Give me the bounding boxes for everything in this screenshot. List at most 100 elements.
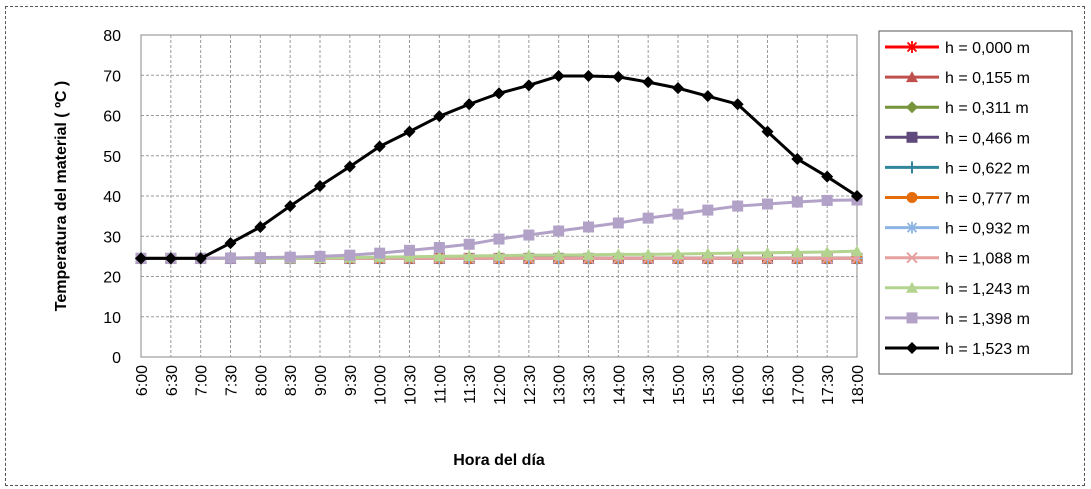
data-point [582,248,595,260]
x-tick-label: 16:00 [731,365,748,405]
series-group [135,70,863,265]
x-tick-label: 15:30 [701,365,718,405]
data-point [522,249,535,261]
legend-label: h = 1,398 m [945,311,1030,328]
data-point [612,70,625,83]
x-tick-label: 12:00 [492,365,509,405]
data-point [791,152,804,165]
legend-label: h = 0,932 m [945,221,1030,238]
data-point [642,248,655,260]
data-point [762,198,773,210]
legend-label: h = 1,243 m [945,281,1030,298]
legend-item: h = 1,088 m [885,251,1030,268]
legend-swatch-marker [906,221,918,234]
data-point [463,98,476,111]
data-point [582,70,595,83]
x-tick-label: 12:30 [522,365,539,405]
legend-item: h = 0,155 m [885,70,1030,87]
legend-swatch-marker [906,131,918,143]
y-tick-label: 60 [103,109,121,126]
x-axis-ticks: 6:00 6:30 7:00 7:30 8:00 8:30 9:00 9:30 10:00 10:… [134,365,867,405]
y-tick-label: 70 [103,68,121,85]
x-tick-label: 11:00 [432,365,449,404]
y-tick-label: 0 [112,350,121,367]
data-point [254,252,266,264]
data-point [374,247,386,259]
data-point [493,249,505,261]
x-tick-label: 8:00 [253,365,270,396]
data-point [373,140,386,153]
legend-swatch-marker [906,192,918,203]
x-tick-label: 14:30 [641,365,658,405]
data-point [343,160,356,173]
x-tick-label: 10:00 [373,365,390,405]
data-point [731,247,744,259]
data-point [463,238,475,250]
data-point [851,245,863,257]
data-point [284,251,296,263]
data-point [225,252,236,264]
data-point [314,179,326,192]
data-point [552,70,565,83]
data-point [493,233,505,245]
x-tick-label: 17:30 [820,365,837,405]
y-tick-label: 80 [103,28,121,45]
y-axis-ticks: 0 10 20 30 40 50 60 70 80 [103,28,121,367]
legend-swatch-marker [906,71,918,83]
legend-label: h = 0,466 m [945,130,1030,147]
data-point [254,220,267,233]
x-tick-label: 11:30 [462,365,479,404]
data-point [672,247,684,259]
grid [140,34,858,358]
data-point [701,90,714,103]
data-point [612,248,625,260]
data-point [672,82,684,95]
legend-label: h = 1,088 m [945,251,1030,268]
legend-item: h = 0,000 m [885,40,1030,57]
legend-swatch-marker [906,251,918,264]
data-point [403,250,416,262]
legend-item: h = 0,311 m [885,100,1029,117]
legend-item: h = 1,398 m [885,311,1030,328]
data-point [731,98,744,111]
legend-swatch-marker [906,312,918,324]
x-tick-label: 9:30 [343,365,360,396]
legend-label: h = 0,155 m [945,70,1030,87]
data-point [642,212,654,224]
data-point [821,194,833,206]
data-point [761,246,774,258]
data-point [612,217,624,229]
data-point [791,196,803,208]
data-point [553,225,565,237]
x-tick-label: 16:30 [761,365,778,405]
x-axis-title: Hora del día [453,452,545,469]
legend-swatch-marker [906,41,918,53]
data-point [433,110,446,123]
data-point [522,79,535,92]
data-point [732,200,744,212]
legend-label: h = 0,311 m [945,100,1029,117]
legend-item: h = 1,243 m [885,281,1030,298]
x-tick-label: 6:30 [164,365,181,396]
x-tick-label: 13:00 [552,365,569,405]
x-tick-label: 6:00 [134,365,151,396]
legend-item: h = 0,932 m [885,221,1030,238]
series-11 [135,70,863,265]
data-point [701,247,714,259]
legend-item: h = 0,622 m [885,160,1030,177]
data-point [583,221,594,233]
x-tick-label: 17:00 [790,365,807,405]
data-point [433,250,446,262]
data-point [284,200,297,213]
x-tick-label: 10:30 [403,365,420,405]
data-point [194,252,207,265]
y-tick-label: 40 [103,189,121,206]
legend-label: h = 0,777 m [945,191,1030,208]
data-point [791,246,804,258]
y-tick-label: 30 [103,229,121,246]
x-tick-label: 15:00 [671,365,688,405]
data-point [433,242,445,254]
y-tick-label: 50 [103,149,121,166]
x-tick-label: 13:30 [582,365,599,405]
